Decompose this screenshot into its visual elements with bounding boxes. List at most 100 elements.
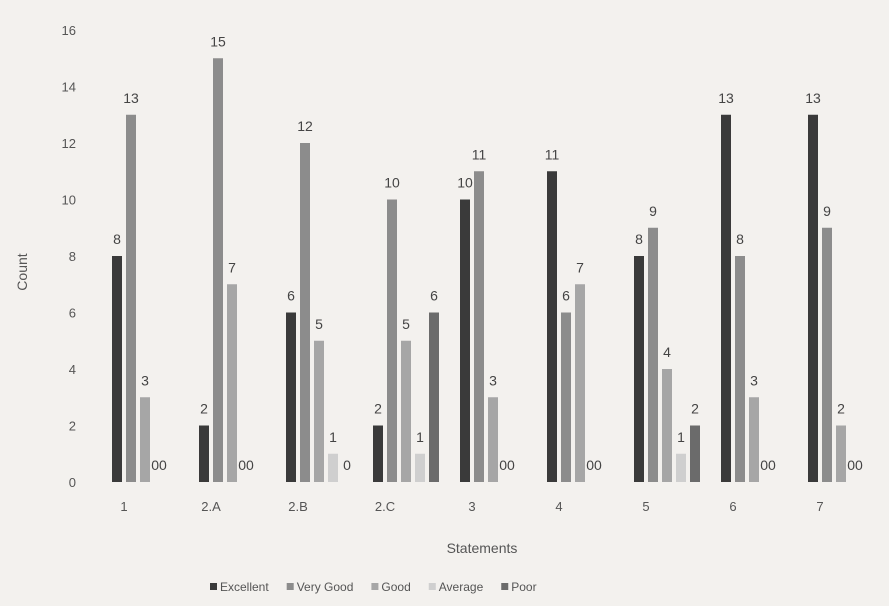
bar-poor xyxy=(429,312,439,482)
data-label: 8 xyxy=(113,231,121,247)
data-label: 3 xyxy=(489,372,497,388)
bar-good xyxy=(749,397,759,482)
x-axis-ticks: 1 2.A 2.B 2.C 3 4 5 6 7 xyxy=(120,499,823,514)
data-label: 6 xyxy=(562,288,570,304)
bar-very-good xyxy=(735,256,745,482)
data-label: 10 xyxy=(457,175,473,191)
bar-good xyxy=(140,397,150,482)
y-tick-label: 10 xyxy=(62,193,76,208)
data-label: 2 xyxy=(691,401,699,417)
data-labels: 8133002157006125102105161011300116700894… xyxy=(113,33,863,473)
y-tick-label: 2 xyxy=(69,419,76,434)
data-label: 3 xyxy=(141,372,149,388)
legend-swatch xyxy=(501,583,509,590)
data-label: 1 xyxy=(677,429,685,445)
bar-average xyxy=(676,453,686,482)
bars xyxy=(112,58,846,482)
data-label: 00 xyxy=(238,457,254,473)
bar-good xyxy=(575,284,585,482)
bar-excellent xyxy=(460,199,470,482)
legend-label: Good xyxy=(381,580,410,594)
legend-label: Average xyxy=(439,580,484,594)
legend-swatch xyxy=(428,583,436,590)
bar-good xyxy=(836,425,846,482)
data-label: 8 xyxy=(635,231,643,247)
bar-excellent xyxy=(808,114,818,482)
bar-very-good xyxy=(126,114,136,482)
data-label: 12 xyxy=(297,118,313,134)
y-axis-title: Count xyxy=(14,253,30,290)
bar-good xyxy=(662,369,672,482)
legend-swatch xyxy=(210,583,217,590)
data-label: 5 xyxy=(402,316,410,332)
y-tick-label: 12 xyxy=(62,136,76,151)
data-label: 4 xyxy=(663,344,671,360)
data-label: 13 xyxy=(718,90,734,106)
data-label: 2 xyxy=(837,401,845,417)
bar-good xyxy=(314,340,324,482)
data-label: 00 xyxy=(499,457,515,473)
bar-very-good xyxy=(300,143,310,482)
data-label: 11 xyxy=(472,146,487,162)
bar-excellent xyxy=(286,312,296,482)
y-tick-label: 4 xyxy=(69,362,76,377)
bar-excellent xyxy=(199,425,209,482)
legend: Excellent Very Good Good Average Poor xyxy=(210,580,537,594)
data-label: 9 xyxy=(649,203,657,219)
data-label: 0 xyxy=(343,457,351,473)
y-tick-label: 6 xyxy=(69,306,76,321)
bar-very-good xyxy=(387,199,397,482)
y-tick-label: 0 xyxy=(69,475,76,490)
bar-poor xyxy=(690,425,700,482)
legend-label: Very Good xyxy=(297,580,354,594)
data-label: 8 xyxy=(736,231,744,247)
legend-swatch xyxy=(371,583,379,590)
data-label: 15 xyxy=(210,33,226,49)
bar-average xyxy=(328,453,338,482)
data-label: 6 xyxy=(287,288,295,304)
bar-excellent xyxy=(373,425,383,482)
x-tick-label: 7 xyxy=(816,499,823,514)
x-tick-label: 1 xyxy=(120,499,127,514)
x-tick-label: 4 xyxy=(555,499,562,514)
legend-label: Excellent xyxy=(220,580,269,594)
x-tick-label: 2.A xyxy=(201,499,221,514)
data-label: 9 xyxy=(823,203,831,219)
bar-very-good xyxy=(561,312,571,482)
bar-very-good xyxy=(213,58,223,482)
y-axis-ticks: 0 2 4 6 8 10 12 14 16 xyxy=(62,23,76,490)
data-label: 5 xyxy=(315,316,323,332)
data-label: 6 xyxy=(430,288,438,304)
x-tick-label: 3 xyxy=(468,499,475,514)
data-label: 00 xyxy=(847,457,863,473)
y-tick-label: 16 xyxy=(62,23,76,38)
x-tick-label: 2.B xyxy=(288,499,308,514)
data-label: 13 xyxy=(805,90,821,106)
bar-average xyxy=(415,453,425,482)
bar-good xyxy=(401,340,411,482)
data-label: 2 xyxy=(374,401,382,417)
data-label: 00 xyxy=(760,457,776,473)
data-label: 10 xyxy=(384,175,400,191)
data-label: 1 xyxy=(329,429,337,445)
bar-very-good xyxy=(822,227,832,482)
bar-excellent xyxy=(634,256,644,482)
bar-excellent xyxy=(547,171,557,482)
data-label: 7 xyxy=(228,259,236,275)
data-label: 00 xyxy=(586,457,602,473)
x-axis-title: Statements xyxy=(447,540,518,556)
data-label: 00 xyxy=(151,457,167,473)
x-tick-label: 2.C xyxy=(375,499,395,514)
data-label: 2 xyxy=(200,401,208,417)
x-tick-label: 6 xyxy=(729,499,736,514)
data-label: 7 xyxy=(576,259,584,275)
bar-very-good xyxy=(474,171,484,482)
bar-good xyxy=(227,284,237,482)
bar-very-good xyxy=(648,227,658,482)
data-label: 3 xyxy=(750,372,758,388)
bar-good xyxy=(488,397,498,482)
bar-excellent xyxy=(721,114,731,482)
legend-swatch xyxy=(286,583,294,590)
data-label: 13 xyxy=(123,90,139,106)
